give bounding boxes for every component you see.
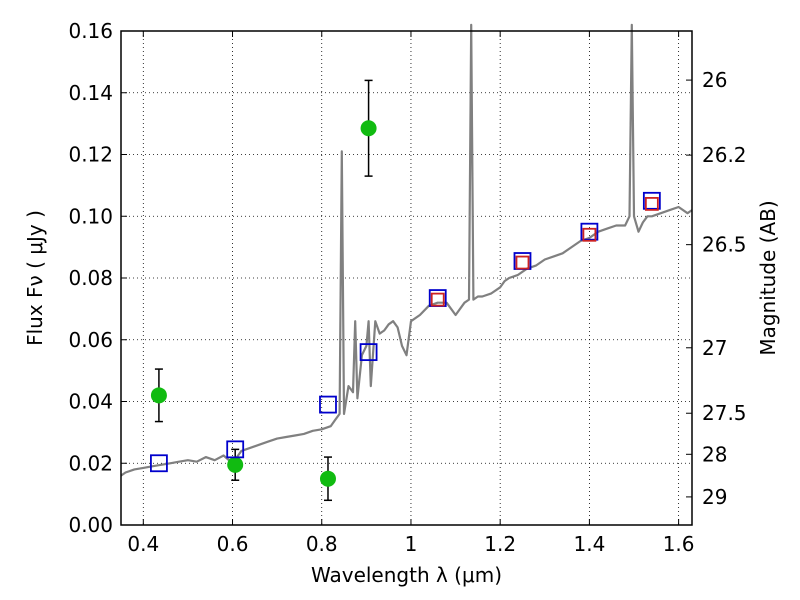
- observed-point: [150, 387, 167, 404]
- y2-tick-label: 26: [702, 68, 727, 92]
- y-tick-label: 0.12: [68, 143, 113, 167]
- axes: 0.4 0.6 0.8 1 1.2 1.4 1.6 0.00 0.02 0.04 0.06 0.08 0…: [68, 19, 746, 556]
- y2-tick-label: 26.2: [702, 143, 747, 167]
- x-tick-label: 0.8: [306, 532, 338, 556]
- y-tick-label: 0.16: [68, 19, 113, 43]
- gridlines: [121, 31, 692, 525]
- model-square-blue: [150, 454, 168, 473]
- y2-tick-label: 28: [702, 442, 727, 466]
- observed-point: [227, 456, 244, 473]
- y2-tick-label: 29: [702, 485, 727, 509]
- model-sed-line: [120, 23, 693, 477]
- model-square-blue: [226, 440, 245, 459]
- sed-line: [120, 23, 693, 477]
- y-tick-label: 0.02: [68, 451, 113, 475]
- observed-point: [319, 470, 336, 487]
- y-tick-label: 0.04: [68, 390, 113, 414]
- model-square-blue: [319, 395, 337, 414]
- y2-tick-label: 27.5: [702, 401, 747, 425]
- x-tick-label: 0.4: [127, 532, 159, 556]
- y-axis-label: Flux Fν ( μJy ): [23, 210, 47, 346]
- y-tick-label: 0.10: [68, 204, 113, 228]
- plot-frame: [120, 30, 693, 526]
- y-tick-label: 0.00: [68, 513, 113, 537]
- model-square-red: [582, 227, 597, 242]
- model-square-red: [430, 292, 445, 307]
- y2-tick-label: 27: [702, 336, 727, 360]
- y2-tick-label: 26.5: [702, 233, 747, 257]
- x-tick-label: 0.6: [217, 532, 249, 556]
- model-square-blue: [359, 343, 378, 362]
- y2-axis-label: Magnitude (AB): [756, 200, 780, 355]
- x-axis-label: Wavelength λ (μm): [311, 563, 502, 587]
- model-square-blue: [580, 222, 599, 241]
- x-tick-label: 1: [405, 532, 418, 556]
- x-tick-label: 1.6: [663, 532, 695, 556]
- model-square-red: [515, 255, 530, 270]
- y-tick-label: 0.08: [68, 266, 113, 290]
- model-square-red: [644, 196, 659, 211]
- x-tick-label: 1.2: [484, 532, 516, 556]
- x-tick-label: 1.4: [573, 532, 605, 556]
- data-points: [150, 79, 661, 502]
- y-tick-label: 0.06: [68, 328, 113, 352]
- observed-point: [360, 120, 377, 137]
- model-square-blue: [642, 191, 661, 210]
- y-tick-label: 0.14: [68, 81, 113, 105]
